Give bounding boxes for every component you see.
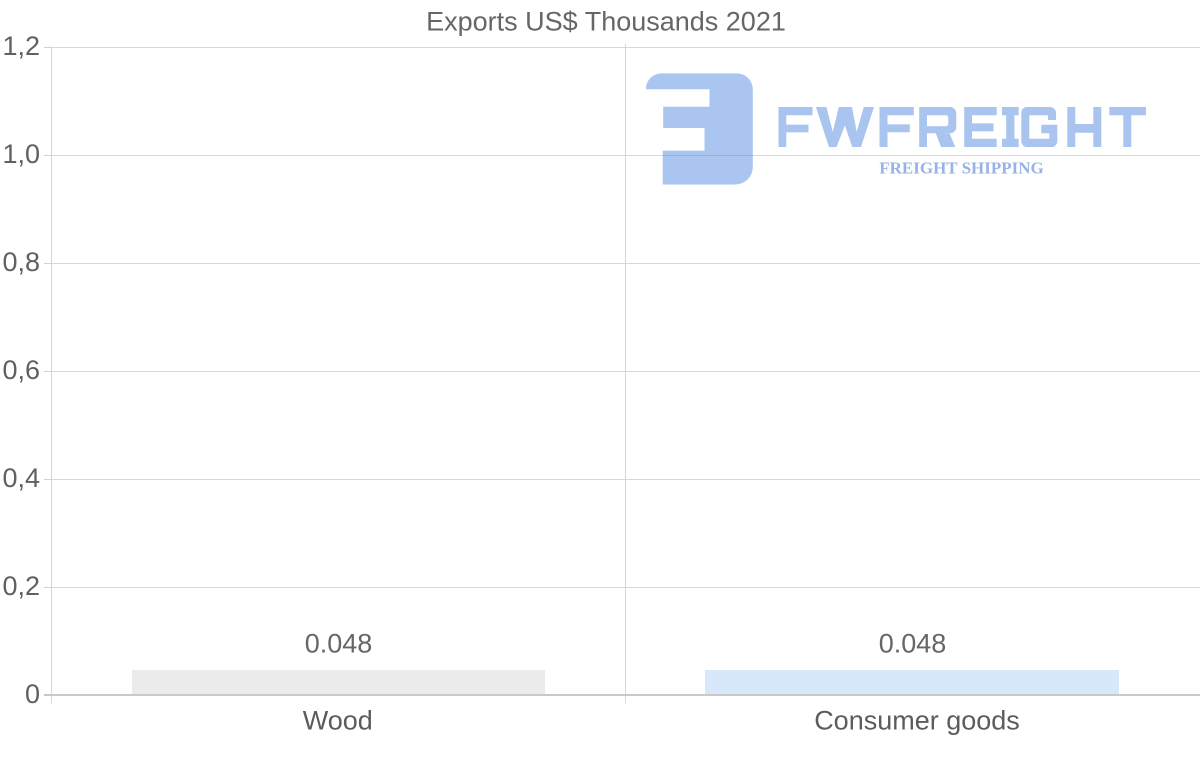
svg-text:0: 0 (25, 679, 40, 709)
svg-text:0,4: 0,4 (2, 463, 40, 493)
svg-text:0,6: 0,6 (2, 355, 40, 385)
svg-text:0.048: 0.048 (305, 629, 373, 659)
svg-text:0,8: 0,8 (2, 247, 40, 277)
svg-text:Wood: Wood (303, 706, 373, 736)
svg-text:0.048: 0.048 (879, 629, 947, 659)
svg-text:Exports US$ Thousands 2021: Exports US$ Thousands 2021 (426, 7, 786, 37)
svg-text:Consumer goods: Consumer goods (814, 706, 1020, 736)
svg-text:FREIGHT SHIPPING: FREIGHT SHIPPING (879, 158, 1044, 177)
svg-text:1,2: 1,2 (2, 31, 40, 61)
svg-text:0,2: 0,2 (2, 571, 40, 601)
svg-text:1,0: 1,0 (2, 139, 40, 169)
